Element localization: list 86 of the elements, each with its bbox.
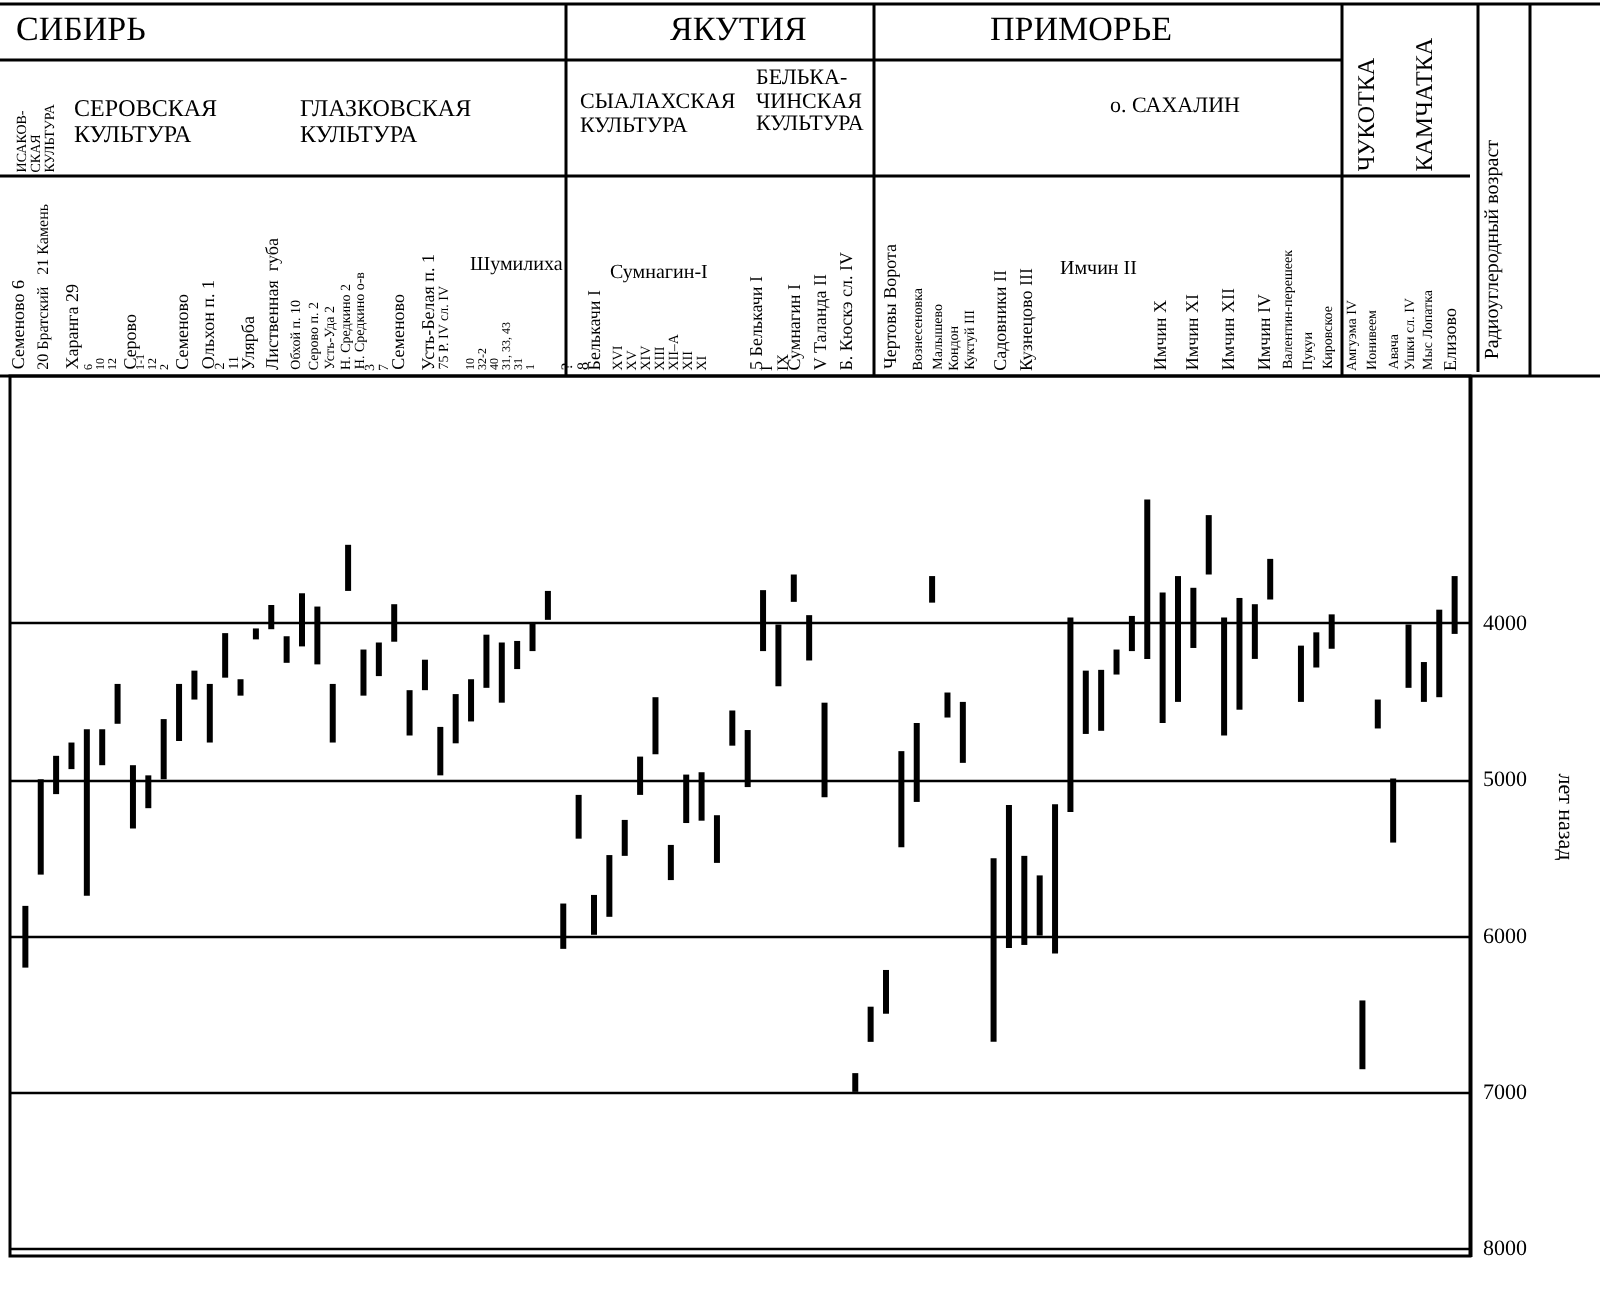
- y-tick-label: 8000: [1483, 1237, 1528, 1262]
- text: Усть-Белая п. 1: [417, 253, 437, 370]
- text: КАМЧАТКА: [1410, 38, 1438, 172]
- bar: [406, 690, 413, 736]
- bar: [1297, 645, 1304, 702]
- bar: [421, 659, 428, 691]
- text: Сумнагин-I: [610, 262, 708, 285]
- bar: [1113, 649, 1120, 675]
- bar: [222, 633, 229, 678]
- text: о. САХАЛИН: [1110, 94, 1240, 120]
- bar: [329, 683, 336, 743]
- text: Ольхон п. 1: [197, 280, 217, 370]
- bar: [252, 628, 259, 640]
- bar: [514, 640, 521, 670]
- bar: [713, 815, 720, 863]
- text: Чертовы Ворота: [879, 244, 899, 370]
- bar: [606, 855, 613, 917]
- text: Имчин XI: [1181, 293, 1201, 370]
- text: Кузнецово III: [1015, 267, 1035, 370]
- bar: [498, 642, 505, 703]
- text: Шумилиха: [470, 254, 563, 277]
- text: СЫАЛАХСКАЯ КУЛЬТУРА: [580, 90, 736, 139]
- text: Садовники II: [989, 269, 1009, 370]
- bar: [437, 726, 444, 776]
- text: 5 Белькачи I: [745, 276, 765, 370]
- bar: [375, 642, 382, 677]
- text: Имчин IV: [1253, 293, 1273, 370]
- bar: [1205, 515, 1212, 575]
- bar: [790, 574, 797, 602]
- text: ЯКУТИЯ: [670, 10, 807, 48]
- text: Семеново 6: [7, 280, 27, 370]
- bar: [237, 679, 244, 696]
- text: Имчин X: [1149, 299, 1169, 370]
- bar: [1082, 670, 1089, 734]
- bar: [621, 819, 628, 856]
- y-axis-title: лет назад: [1553, 773, 1577, 862]
- bar: [99, 729, 106, 766]
- text: Семеново: [387, 294, 407, 370]
- y-tick-label: 4000: [1483, 611, 1528, 636]
- text: БЕЛЬКА- ЧИНСКАЯ КУЛЬТУРА: [756, 66, 864, 138]
- bar: [867, 1006, 874, 1042]
- text: ГЛАЗКОВСКАЯ КУЛЬТУРА: [300, 94, 472, 148]
- text: СИБИРЬ: [16, 10, 146, 48]
- y-tick-label: 6000: [1483, 924, 1528, 949]
- bar: [206, 683, 213, 743]
- bar: [1098, 669, 1105, 731]
- text: СЕРОВСКАЯ КУЛЬТУРА: [74, 94, 218, 148]
- y-tick-label: 5000: [1483, 768, 1528, 793]
- bar: [729, 710, 736, 746]
- bar: [944, 692, 951, 718]
- bar: [575, 794, 582, 839]
- bar: [1313, 632, 1320, 668]
- bar: [1420, 662, 1427, 702]
- text: Радиоуглеродный возраст: [1482, 140, 1504, 360]
- text: Елизово: [1439, 307, 1459, 370]
- text: Семеново: [171, 294, 191, 370]
- bar: [360, 649, 367, 696]
- bar: [345, 544, 352, 591]
- bar: [191, 670, 198, 700]
- bar: [452, 694, 459, 744]
- text: Лиственная губа: [261, 238, 281, 370]
- bar: [1359, 1000, 1366, 1070]
- bar: [68, 742, 75, 770]
- text: Б. Кюскэ сл. IV: [835, 251, 855, 370]
- text: Улярба: [237, 315, 257, 370]
- text: ЧУКОТКА: [1352, 58, 1380, 172]
- bar: [1267, 558, 1274, 600]
- bar: [468, 679, 475, 722]
- bar: [176, 683, 183, 741]
- y-tick-label: 7000: [1483, 1080, 1528, 1105]
- bar: [667, 844, 674, 881]
- text: Имчин XII: [1217, 287, 1237, 370]
- text: Харанга 29: [61, 284, 81, 370]
- text: Имчин II: [1060, 258, 1137, 281]
- bar: [959, 701, 966, 763]
- text: 20 Братский 21 Камень: [34, 204, 52, 370]
- bar: [283, 636, 290, 663]
- bar: [483, 634, 490, 688]
- bar: [1374, 699, 1381, 729]
- text: V Таланда II: [809, 273, 829, 370]
- bar: [883, 969, 889, 1014]
- text: ПРИМОРЬЕ: [990, 10, 1173, 48]
- bar: [652, 697, 659, 755]
- bar: [114, 683, 121, 724]
- bar: [929, 576, 936, 603]
- text: Серово: [119, 314, 139, 370]
